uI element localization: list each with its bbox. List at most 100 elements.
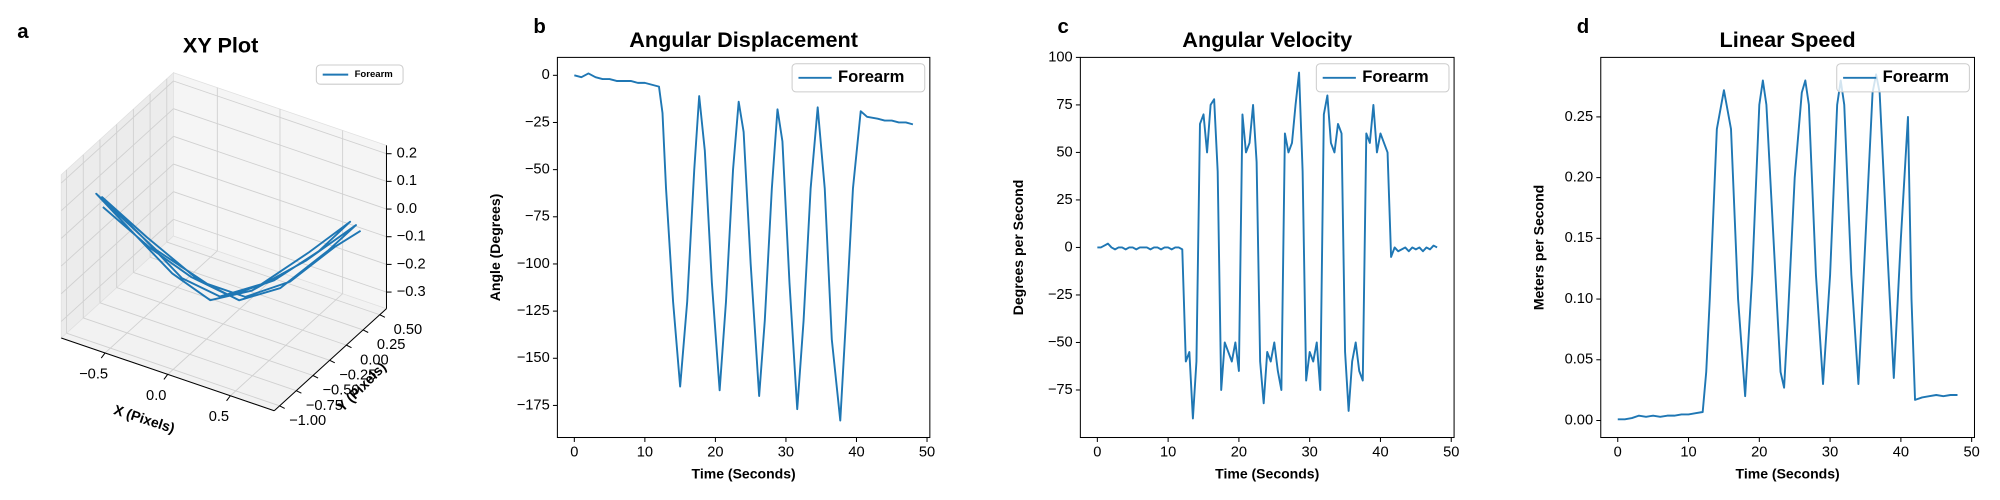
axes-frame	[556, 56, 931, 439]
chart-title: XY Plot	[183, 32, 258, 57]
x-tick-label: 50	[919, 445, 935, 461]
legend-label: Forearm	[1883, 67, 1949, 86]
legend-box	[1315, 63, 1450, 93]
axes-frame	[1600, 56, 1975, 439]
data-line	[1097, 71, 1438, 420]
z-tick-label: 0.2	[397, 146, 417, 162]
y-tick	[312, 375, 319, 379]
x-tick	[163, 374, 169, 380]
x-tick-label: 40	[1372, 445, 1388, 461]
x-tick-label: 10	[637, 445, 653, 461]
y-tick	[362, 329, 369, 333]
y-tick-label: −125	[517, 303, 550, 319]
y-tick-label: −1.00	[289, 413, 326, 429]
y-tick-label: 0.25	[1565, 109, 1594, 125]
y-tick-label: 0.20	[1565, 169, 1594, 185]
grid-line	[173, 80, 387, 155]
grid-line	[60, 219, 174, 322]
axes-frame	[1079, 56, 1455, 439]
grid-line	[173, 163, 387, 238]
grid-line	[60, 136, 174, 239]
data-line	[574, 72, 914, 422]
panel-label: d	[1577, 16, 1589, 38]
x-axis-label: Time (Seconds)	[1736, 465, 1840, 481]
x-tick-label: 0.0	[146, 388, 166, 404]
y-tick-label: 0.25	[377, 337, 406, 353]
y-tick-label: 25	[1056, 192, 1072, 208]
grid-line	[60, 191, 174, 295]
y-tick-label: −75	[1048, 382, 1073, 398]
grid-line	[104, 250, 218, 354]
grid-line	[173, 135, 387, 210]
y-tick-label: −50	[525, 162, 550, 178]
grid-line	[173, 108, 387, 182]
x-tick-label: 40	[1893, 445, 1909, 461]
y-tick-label: −0.50	[323, 383, 360, 399]
y-tick-label: −100	[517, 256, 550, 272]
legend-label: Forearm	[838, 67, 904, 86]
grid-line	[60, 108, 174, 212]
y-tick	[296, 390, 302, 394]
grid-line	[173, 218, 387, 293]
x-tick-label: 0	[1614, 445, 1622, 461]
y-tick-label: 0	[542, 67, 550, 83]
x-tick-label: 50	[1964, 445, 1980, 461]
x-tick-label: 10	[1160, 445, 1176, 461]
y-axis-label: Meters per Second	[1530, 185, 1546, 310]
grid-line	[167, 271, 281, 375]
legend-box	[791, 63, 926, 93]
x-tick-label: −0.5	[79, 366, 108, 382]
grid-line	[66, 332, 280, 407]
y-axis-line	[273, 308, 387, 412]
x-axis-label: Time (Seconds)	[1215, 465, 1319, 481]
z-tick-label: 0.0	[397, 201, 417, 217]
legend-label: Forearm	[355, 69, 393, 80]
data-line	[1617, 73, 1958, 421]
x-tick-label: 50	[1443, 445, 1459, 461]
grid-line	[83, 317, 297, 392]
y-tick-label: 0.15	[1565, 230, 1594, 246]
grid-line	[173, 191, 387, 265]
y-axis-label: Angle (Degrees)	[487, 194, 503, 301]
y-tick-label: −175	[517, 397, 550, 413]
z-tick-label: −0.3	[397, 284, 426, 300]
x-tick-label: 0	[1093, 445, 1101, 461]
y-tick-label: −25	[1048, 287, 1073, 303]
x-tick-label: 30	[1302, 445, 1318, 461]
chart-title: Linear Speed	[1720, 27, 1856, 52]
x-tick	[100, 352, 106, 359]
y-tick-label: −50	[1048, 334, 1073, 350]
grid-line	[99, 302, 314, 376]
chart-title: Angular Velocity	[1182, 27, 1352, 52]
y-tick	[346, 344, 352, 349]
panel-label: b	[533, 16, 545, 38]
grid-line	[133, 271, 347, 346]
y-tick-label: 0.00	[360, 352, 389, 368]
y-tick	[379, 314, 386, 318]
x-tick-label: 30	[1822, 445, 1838, 461]
legend-label: Forearm	[1362, 67, 1428, 86]
y-tick-label: 100	[1048, 49, 1072, 65]
y-tick	[329, 359, 336, 364]
x-axis-label: X (Pixels)	[112, 401, 177, 436]
x-tick	[226, 395, 231, 402]
legend-box	[1836, 63, 1970, 93]
y-tick-label: −0.25	[339, 367, 376, 383]
y-tick-label: 50	[1056, 144, 1072, 160]
y-tick-label: 0.50	[394, 322, 423, 338]
panel-label: a	[17, 21, 29, 43]
x-tick-label: 20	[1231, 445, 1247, 461]
y-tick	[279, 405, 285, 409]
z-tick-label: −0.2	[397, 256, 426, 272]
y-tick-label: −25	[525, 114, 550, 130]
x-axis-line	[61, 337, 275, 412]
y-tick-label: 0.10	[1565, 291, 1594, 307]
panel-label: c	[1058, 16, 1069, 38]
grid-line	[230, 293, 343, 397]
grid-line	[116, 287, 330, 361]
grid-line	[60, 80, 174, 184]
x-tick-label: 20	[1751, 445, 1767, 461]
y-axis-label: Degrees per Second	[1010, 180, 1026, 316]
